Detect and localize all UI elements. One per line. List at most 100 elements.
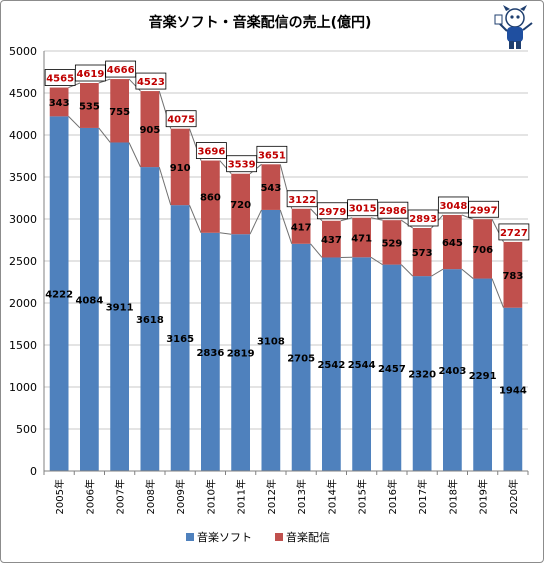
total-label: 3122 [288, 195, 316, 206]
total-callout-box [286, 190, 318, 208]
data-label-music-streaming: 860 [200, 193, 221, 204]
y-tick-label: 3500 [9, 171, 37, 184]
bar-music-software [412, 276, 432, 471]
data-label-music-software: 2291 [469, 371, 497, 382]
data-label-music-software: 2705 [287, 353, 315, 364]
total-callout-box [135, 72, 167, 90]
x-category-label: 2009年 [174, 479, 187, 514]
bar-music-software [140, 167, 160, 471]
data-label-music-streaming: 437 [321, 235, 342, 246]
legend-label-music-software: 音楽ソフト [197, 530, 252, 544]
bar-music-software [231, 234, 251, 471]
x-category-label: 2006年 [83, 479, 96, 514]
data-label-music-streaming: 573 [412, 248, 433, 259]
x-category-label: 2010年 [204, 479, 217, 514]
total-callout-box [498, 223, 530, 241]
x-category-label: 2015年 [356, 479, 369, 514]
bar-music-streaming [352, 217, 372, 258]
connector-line [461, 268, 474, 279]
data-label-music-software: 2542 [317, 360, 345, 371]
bar-music-streaming [321, 220, 341, 258]
data-label-music-software: 3108 [257, 336, 285, 347]
bar-music-software [442, 269, 462, 471]
bar-music-streaming [473, 219, 493, 279]
connector-line [491, 278, 504, 308]
connector-line [68, 115, 81, 129]
data-label-music-software: 2544 [348, 360, 376, 371]
y-tick-label: 5000 [9, 45, 37, 58]
total-callout-box [105, 60, 137, 78]
data-label-music-software: 2320 [408, 370, 436, 381]
total-label: 4619 [76, 69, 104, 80]
total-label: 2997 [470, 205, 498, 216]
total-label: 3539 [228, 160, 256, 171]
mascot-logo [494, 5, 533, 49]
data-label-music-streaming: 417 [291, 222, 312, 233]
y-tick-label: 2000 [9, 297, 37, 310]
bar-music-streaming [49, 87, 69, 117]
x-category-label: 2018年 [446, 479, 459, 514]
total-callout-box [256, 145, 288, 163]
x-category-label: 2020年 [507, 479, 520, 514]
bar-music-software [170, 205, 190, 471]
total-label: 2986 [379, 206, 407, 217]
bar-music-software [291, 243, 311, 471]
data-label-music-software: 1944 [499, 385, 527, 396]
data-label-music-streaming: 645 [442, 238, 463, 249]
bar-music-streaming [382, 220, 402, 265]
connector-line [128, 142, 141, 168]
total-callout-box [226, 155, 258, 173]
connector-line [310, 243, 323, 258]
data-labels: 4222 343 4565 4084 535 4619 3911 755 4666 3618 905… [44, 60, 530, 396]
y-tick-label: 1000 [9, 381, 37, 394]
data-label-music-streaming: 706 [472, 245, 493, 256]
x-category-label: 2016年 [386, 479, 399, 514]
data-label-music-software: 4222 [45, 290, 73, 301]
chart-title: 音楽ソフト・音楽配信の売上(億円) [149, 14, 372, 31]
bar-music-software [473, 278, 493, 471]
y-tick-label: 0 [30, 465, 37, 478]
bar-music-software [321, 257, 341, 471]
data-label-music-software: 3618 [136, 315, 164, 326]
bar-music-streaming [412, 227, 432, 277]
connector-line [98, 127, 111, 143]
legend-swatch-music-streaming [275, 533, 283, 541]
total-callout-box [407, 209, 439, 227]
y-tick-label: 4000 [9, 129, 37, 142]
total-label: 3651 [258, 150, 286, 161]
data-label-music-software: 2836 [196, 348, 224, 359]
bar-music-streaming [110, 79, 130, 143]
data-label-music-streaming: 755 [109, 107, 130, 118]
connector-line [219, 232, 232, 235]
bar-music-streaming [200, 160, 220, 233]
bar-music-streaming [140, 91, 160, 168]
legend-label-music-streaming: 音楽配信 [286, 530, 330, 544]
data-label-music-streaming: 905 [139, 125, 160, 136]
connector-line [461, 214, 474, 220]
connector-line [370, 217, 383, 221]
y-tick-label: 4500 [9, 87, 37, 100]
total-callout-box [165, 110, 197, 128]
data-label-music-streaming: 529 [381, 238, 402, 249]
bars [49, 79, 523, 472]
data-label-music-streaming: 535 [79, 101, 100, 112]
bar-music-software [503, 307, 523, 471]
connector-line [400, 264, 414, 277]
bar-music-software [49, 116, 69, 472]
total-label: 3015 [349, 204, 377, 215]
bar-music-streaming [442, 214, 462, 270]
connector-line [400, 219, 414, 229]
bar-music-streaming [291, 208, 311, 244]
x-category-label: 2013年 [295, 479, 308, 514]
bar-music-software [382, 264, 402, 471]
x-category-label: 2007年 [114, 479, 127, 514]
total-label: 4565 [46, 74, 74, 85]
data-label-music-software: 4084 [75, 295, 103, 306]
bar-music-streaming [503, 241, 523, 308]
bar-music-streaming [170, 128, 190, 206]
x-category-label: 2005年 [53, 479, 66, 514]
connector-line [158, 166, 172, 206]
total-callout-box [468, 200, 500, 218]
total-label: 4666 [107, 65, 135, 76]
